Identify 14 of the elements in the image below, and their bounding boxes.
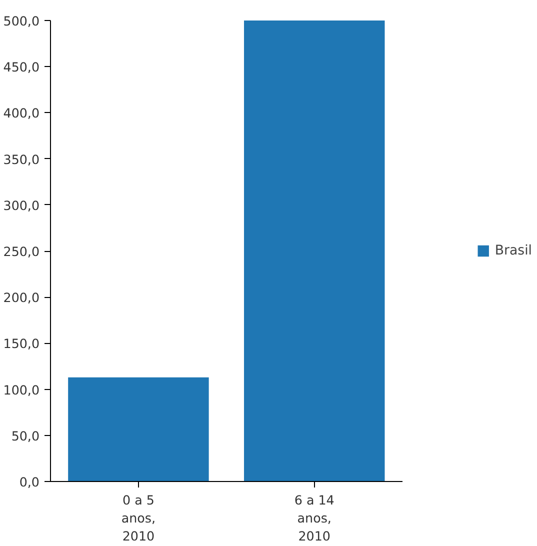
y-tick-label: 50,0 [11,428,40,444]
x-tick-label: 6 a 14 anos, 2010 [294,492,334,544]
y-tick-label: 500,0 [3,14,40,28]
y-tick-label: 150,0 [3,336,40,352]
y-tick-label: 350,0 [3,152,40,167]
legend-label: Brasil [494,243,532,258]
y-tick-label: 400,0 [3,106,40,121]
y-tick-label: 0,0 [19,474,40,490]
x-tick-label: 0 a 5 anos, 2010 [121,492,156,544]
y-tick-label: 300,0 [3,198,40,213]
y-tick-label: 450,0 [3,60,40,75]
y-tick-label: 250,0 [3,244,40,259]
y-tick-label: 100,0 [3,382,40,398]
y-tick-label: 200,0 [3,290,40,306]
